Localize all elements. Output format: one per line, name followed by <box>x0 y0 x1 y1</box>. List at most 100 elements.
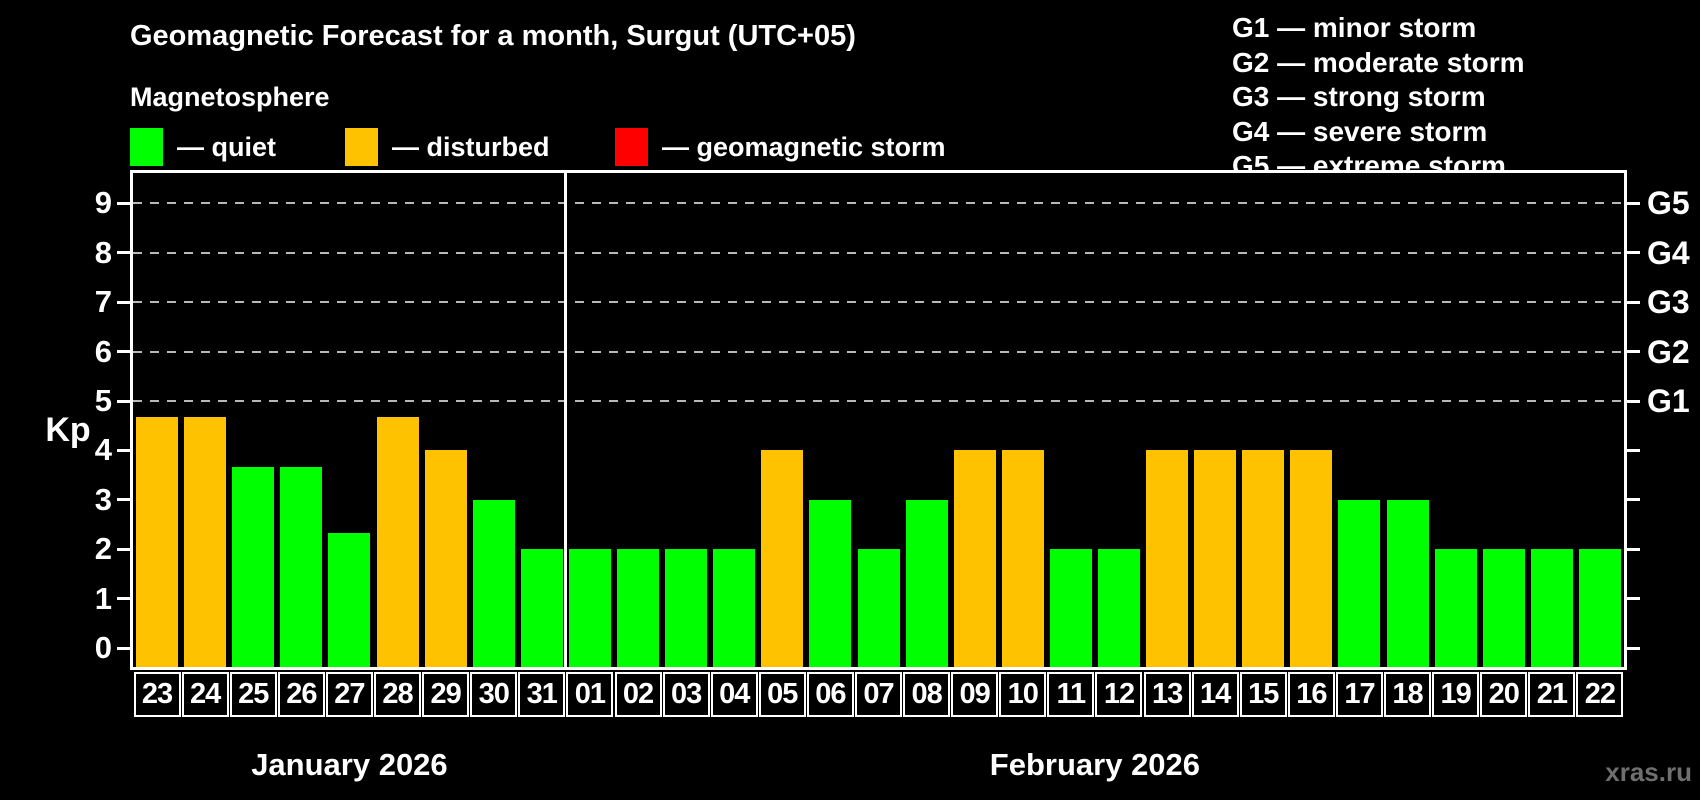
right-tick-kp6 <box>1627 350 1640 354</box>
month-label-february: February 2026 <box>989 747 1201 782</box>
kp-bar-day-11 <box>1049 549 1092 667</box>
y-tick-label-7: 7 <box>94 284 112 320</box>
right-tick-kp3 <box>1627 498 1640 502</box>
g-legend-line-2: G2 — moderate storm <box>1232 46 1525 78</box>
kp-bar-day-06 <box>809 499 852 667</box>
kp-bar-day-03 <box>665 549 708 667</box>
kp-bar-day-26 <box>280 466 323 667</box>
day-label-24: 24 <box>181 672 229 717</box>
g-axis-label-g5: G5 <box>1647 185 1690 222</box>
legend-label-quiet: — quiet <box>177 131 276 162</box>
day-label-19: 19 <box>1432 672 1480 717</box>
day-label-07: 07 <box>855 672 902 717</box>
left-tick-kp2 <box>117 547 130 551</box>
day-label-09: 09 <box>951 672 999 717</box>
day-label-04: 04 <box>710 672 758 717</box>
day-label-26: 26 <box>277 672 325 717</box>
left-tick-kp9 <box>117 201 130 205</box>
kp-bar-day-23 <box>136 417 179 667</box>
day-label-29: 29 <box>422 672 470 717</box>
y-tick-label-3: 3 <box>94 481 112 517</box>
day-label-01: 01 <box>566 672 614 717</box>
kp-bar-day-28 <box>376 417 419 667</box>
quiet-color-swatch <box>130 128 163 166</box>
kp-bar-chart-plot-area <box>130 170 1627 670</box>
legend-item-disturbed: — disturbed <box>345 127 550 167</box>
magnetosphere-label: Magnetosphere <box>130 82 330 112</box>
legend-item-quiet: — quiet <box>130 127 276 167</box>
left-tick-kp4 <box>117 448 130 452</box>
kp-bar-day-07 <box>857 549 900 667</box>
g-scale-legend: G1 — minor storm G2 — moderate storm G3 — … <box>1232 11 1525 184</box>
kp-bar-day-17 <box>1338 499 1381 667</box>
day-label-20: 20 <box>1480 672 1528 717</box>
kp-bar-day-12 <box>1097 549 1140 667</box>
g-axis-label-g4: G4 <box>1647 234 1690 271</box>
day-label-15: 15 <box>1239 672 1287 717</box>
day-label-05: 05 <box>758 672 806 717</box>
day-label-03: 03 <box>662 672 710 717</box>
kp-bar-day-13 <box>1146 450 1189 667</box>
day-label-21: 21 <box>1528 672 1576 717</box>
kp-state-legend: — quiet — disturbed — geomagnetic storm <box>0 127 1100 167</box>
kp-bar-day-16 <box>1290 450 1333 667</box>
day-label-06: 06 <box>806 672 854 717</box>
kp-bar-day-20 <box>1482 549 1525 667</box>
kp-bar-day-14 <box>1194 450 1237 667</box>
g-axis-label-g3: G3 <box>1647 284 1690 321</box>
day-label-28: 28 <box>374 672 422 717</box>
y-tick-label-5: 5 <box>94 383 112 418</box>
gridline-kp7 <box>133 301 1624 304</box>
day-label-22: 22 <box>1576 672 1624 717</box>
right-tick-kp8 <box>1627 251 1640 255</box>
g-axis-label-g1: G1 <box>1647 383 1690 419</box>
xras-watermark: xras.ru <box>1605 757 1692 787</box>
left-tick-kp7 <box>117 300 130 304</box>
day-label-11: 11 <box>1047 672 1095 717</box>
kp-bar-day-15 <box>1242 450 1285 667</box>
kp-bar-day-27 <box>328 532 371 667</box>
g-legend-line-1: G1 — minor storm <box>1232 12 1477 43</box>
left-tick-kp1 <box>117 597 130 601</box>
legend-label-disturbed: — disturbed <box>392 131 550 162</box>
day-label-08: 08 <box>903 672 951 717</box>
legend-label-geomagnetic-storm: — geomagnetic storm <box>662 131 946 162</box>
kp-bar-day-08 <box>905 499 948 667</box>
kp-bar-day-30 <box>472 499 515 667</box>
page-title: Geomagnetic Forecast for a month, Surgut… <box>130 20 856 52</box>
day-label-25: 25 <box>229 672 277 717</box>
kp-bar-day-22 <box>1578 549 1621 667</box>
day-label-17: 17 <box>1335 672 1383 717</box>
day-label-18: 18 <box>1384 672 1432 717</box>
legend-item-geomagnetic-storm: — geomagnetic storm <box>615 127 946 167</box>
geomagnetic-storm-color-swatch <box>615 128 648 166</box>
y-tick-label-4: 4 <box>94 432 112 468</box>
right-tick-kp4 <box>1627 448 1640 452</box>
kp-bar-day-31 <box>520 549 563 667</box>
day-label-02: 02 <box>614 672 662 717</box>
day-label-12: 12 <box>1095 672 1143 717</box>
g-legend-line-3: G3 — strong storm <box>1232 81 1486 112</box>
gridline-kp9 <box>133 202 1624 205</box>
gridline-kp8 <box>133 251 1624 254</box>
day-label-13: 13 <box>1143 672 1191 717</box>
y-tick-label-2: 2 <box>94 531 112 567</box>
month-label-january: January 2026 <box>251 747 448 782</box>
day-label-10: 10 <box>999 672 1047 717</box>
kp-bar-day-24 <box>184 417 227 667</box>
kp-bar-day-19 <box>1434 549 1477 667</box>
g-axis-label-g2: G2 <box>1647 333 1690 370</box>
right-tick-kp2 <box>1627 547 1640 551</box>
right-tick-kp5 <box>1627 399 1640 403</box>
y-axis-title: Kp <box>45 411 91 449</box>
kp-bar-day-05 <box>761 450 804 667</box>
month-separator-line <box>564 173 568 667</box>
day-label-30: 30 <box>470 672 518 717</box>
y-tick-label-1: 1 <box>94 580 112 616</box>
left-tick-kp8 <box>117 251 130 255</box>
disturbed-color-swatch <box>345 128 378 166</box>
day-label-16: 16 <box>1287 672 1335 717</box>
gridline-kp5 <box>133 400 1624 402</box>
left-tick-kp0 <box>117 646 130 650</box>
